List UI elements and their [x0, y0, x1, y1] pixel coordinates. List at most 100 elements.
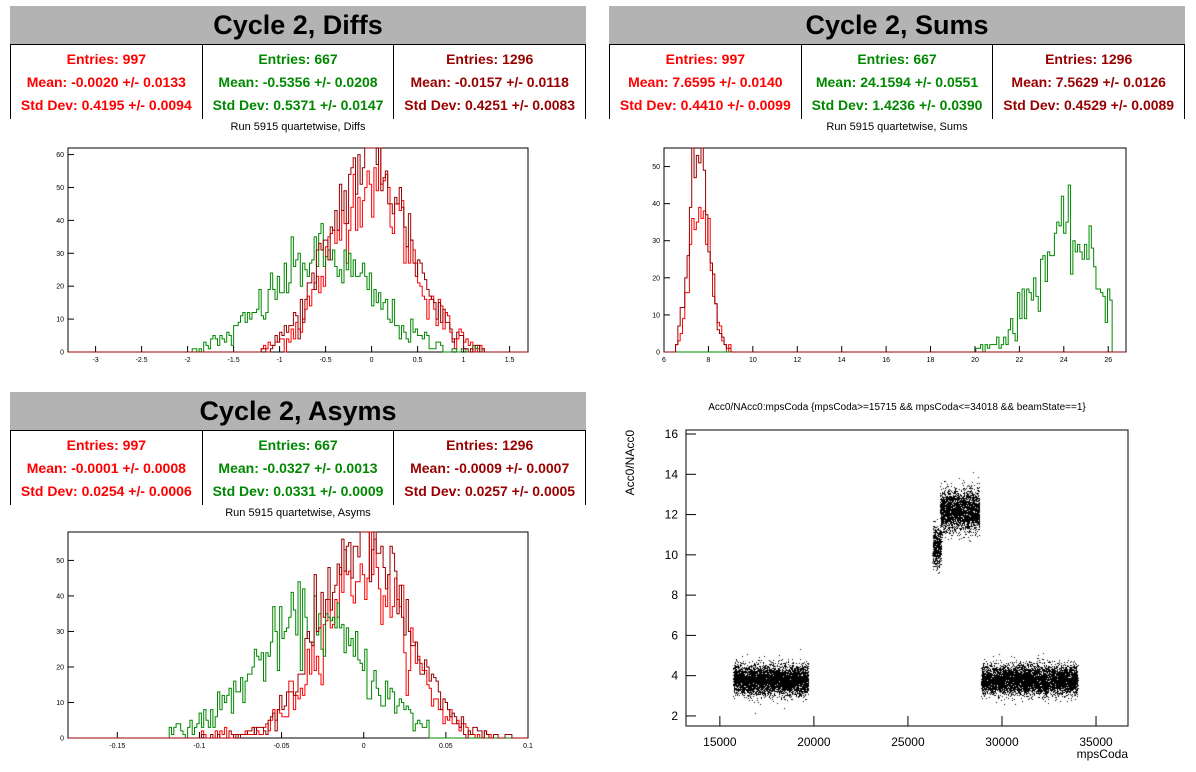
std-label: Std Dev: 0.0254 +/- 0.0006	[20, 482, 192, 499]
y-tick-label: 30	[56, 629, 64, 636]
entries-label: Entries: 997	[66, 437, 147, 454]
y-tick-label: 10	[665, 548, 679, 562]
scatter-plot: 15000 20000 25000 30000 35000 2 4 6 8 10 12 14 16 mps…	[623, 427, 1129, 761]
asyms-title: Cycle 2, Asyms	[10, 392, 586, 430]
histogram-series-darkred	[68, 531, 528, 739]
std-label: Std Dev: 0.0331 +/- 0.0009	[212, 482, 384, 499]
x-tick-label: 20000	[797, 735, 831, 749]
std-label: Std Dev: 0.4251 +/- 0.0083	[404, 96, 576, 113]
x-tick-label: 10	[749, 357, 757, 364]
x-tick-label: 22	[1015, 357, 1023, 364]
x-tick-label: 35000	[1079, 735, 1113, 749]
x-tick-label: -0.1	[193, 743, 205, 750]
entries-label: Entries: 1296	[446, 437, 534, 454]
y-axis-label: Acc0/NAcc0	[623, 430, 637, 496]
y-tick-label: 8	[671, 588, 678, 602]
mean-label: Mean: -0.0020 +/- 0.0133	[26, 73, 186, 90]
sums-stats-darkred: Entries: 1296 Mean: 7.5629 +/- 0.0126 St…	[993, 45, 1184, 119]
std-label: Std Dev: 1.4236 +/- 0.0390	[811, 96, 983, 113]
diffs-stats-box: Entries: 997 Mean: -0.0020 +/- 0.0133 St…	[10, 44, 586, 119]
x-tick-label: -0.15	[109, 743, 125, 750]
mean-label: Mean: -0.0157 +/- 0.0118	[410, 73, 569, 90]
mean-label: Mean: -0.0327 +/- 0.0013	[218, 459, 378, 476]
y-tick-label: 20	[652, 275, 660, 282]
x-tick-label: -0.5	[320, 357, 332, 364]
plot-frame	[67, 147, 529, 353]
sums-stats-box: Entries: 997 Mean: 7.6595 +/- 0.0140 Std…	[609, 44, 1185, 119]
x-tick-label: 0.1	[523, 743, 533, 750]
diffs-subtitle: Run 5915 quartetwise, Diffs	[230, 121, 366, 133]
y-tick-label: 0	[60, 350, 64, 357]
diffs-stats-green: Entries: 667 Mean: -0.5356 +/- 0.0208 St…	[203, 45, 395, 119]
mean-label: Mean: -0.0009 +/- 0.0007	[410, 459, 570, 476]
y-tick-label: 30	[652, 238, 660, 245]
x-tick-label: 30000	[985, 735, 1019, 749]
sums-stats-red: Entries: 997 Mean: 7.6595 +/- 0.0140 Std…	[610, 45, 802, 119]
std-label: Std Dev: 0.0257 +/- 0.0005	[404, 482, 576, 499]
x-tick-label: 16	[882, 357, 890, 364]
y-tick-label: 40	[56, 218, 64, 225]
x-tick-label: 12	[793, 357, 801, 364]
mean-label: Mean: -0.0001 +/- 0.0008	[26, 459, 186, 476]
entries-label: Entries: 667	[857, 51, 937, 68]
x-tick-label: 26	[1104, 357, 1112, 364]
diffs-title: Cycle 2, Diffs	[10, 6, 586, 44]
scatter-subtitle: Acc0/NAcc0:mpsCoda {mpsCoda>=15715 && mp…	[708, 402, 1086, 413]
y-tick-label: 6	[671, 628, 678, 642]
sums-title: Cycle 2, Sums	[609, 6, 1185, 44]
std-label: Std Dev: 0.4195 +/- 0.0094	[20, 96, 192, 113]
x-tick-label: 24	[1060, 357, 1068, 364]
y-tick-label: 4	[671, 669, 678, 683]
asyms-stats-box: Entries: 997 Mean: -0.0001 +/- 0.0008 St…	[10, 430, 586, 505]
x-tick-label: 0	[370, 357, 374, 364]
x-tick-label: 0.5	[413, 357, 423, 364]
asyms-stats-green: Entries: 667 Mean: -0.0327 +/- 0.0013 St…	[203, 431, 395, 505]
y-tick-label: 0	[656, 350, 660, 357]
entries-label: Entries: 997	[66, 51, 147, 68]
x-tick-label: 0.05	[439, 743, 453, 750]
histogram-series-green	[68, 581, 528, 739]
x-tick-label: -0.05	[274, 743, 290, 750]
entries-label: Entries: 1296	[1045, 51, 1133, 68]
mean-label: Mean: 24.1594 +/- 0.0551	[815, 73, 979, 90]
x-tick-label: 0	[362, 743, 366, 750]
y-tick-label: 40	[56, 593, 64, 600]
y-tick-label: 2	[671, 709, 678, 723]
sums-stats-green: Entries: 667 Mean: 24.1594 +/- 0.0551 St…	[802, 45, 994, 119]
std-label: Std Dev: 0.5371 +/- 0.0147	[212, 96, 384, 113]
x-tick-label: -2.5	[136, 357, 148, 364]
mean-label: Mean: 7.5629 +/- 0.0126	[1011, 73, 1166, 90]
x-tick-label: 14	[838, 357, 846, 364]
x-tick-label: -3	[92, 357, 98, 364]
x-tick-label: 8	[706, 357, 710, 364]
y-tick-label: 50	[56, 558, 64, 565]
asyms-histogram: -0.15 -0.1 -0.05 0 0.05 0.1 0 10 20 30 40 50	[56, 531, 533, 750]
x-axis-label: mpsCoda	[1077, 747, 1129, 761]
y-tick-label: 10	[56, 700, 64, 707]
y-tick-label: 10	[652, 312, 660, 319]
plot-frame	[685, 429, 1129, 727]
std-label: Std Dev: 0.4529 +/- 0.0089	[1003, 96, 1175, 113]
plot-frame	[663, 147, 1127, 353]
x-tick-label: 6	[662, 357, 666, 364]
scatter-points	[686, 430, 1128, 726]
y-tick-label: 0	[60, 736, 64, 743]
y-tick-label: 14	[665, 467, 679, 481]
x-tick-label: 25000	[891, 735, 925, 749]
y-tick-label: 50	[56, 185, 64, 192]
y-tick-label: 40	[652, 201, 660, 208]
histogram-series-darkred	[68, 147, 528, 353]
mean-label: Mean: 7.6595 +/- 0.0140	[628, 73, 783, 90]
entries-label: Entries: 667	[258, 437, 338, 454]
y-tick-label: 60	[56, 152, 64, 159]
y-tick-label: 20	[56, 284, 64, 291]
mean-label: Mean: -0.5356 +/- 0.0208	[218, 73, 378, 90]
y-tick-label: 30	[56, 251, 64, 258]
x-tick-label: 1	[462, 357, 466, 364]
std-label: Std Dev: 0.4410 +/- 0.0099	[619, 96, 791, 113]
y-tick-label: 16	[665, 427, 679, 441]
asyms-subtitle: Run 5915 quartetwise, Asyms	[225, 507, 371, 519]
x-tick-label: 18	[927, 357, 935, 364]
entries-label: Entries: 997	[665, 51, 746, 68]
x-tick-label: 20	[971, 357, 979, 364]
